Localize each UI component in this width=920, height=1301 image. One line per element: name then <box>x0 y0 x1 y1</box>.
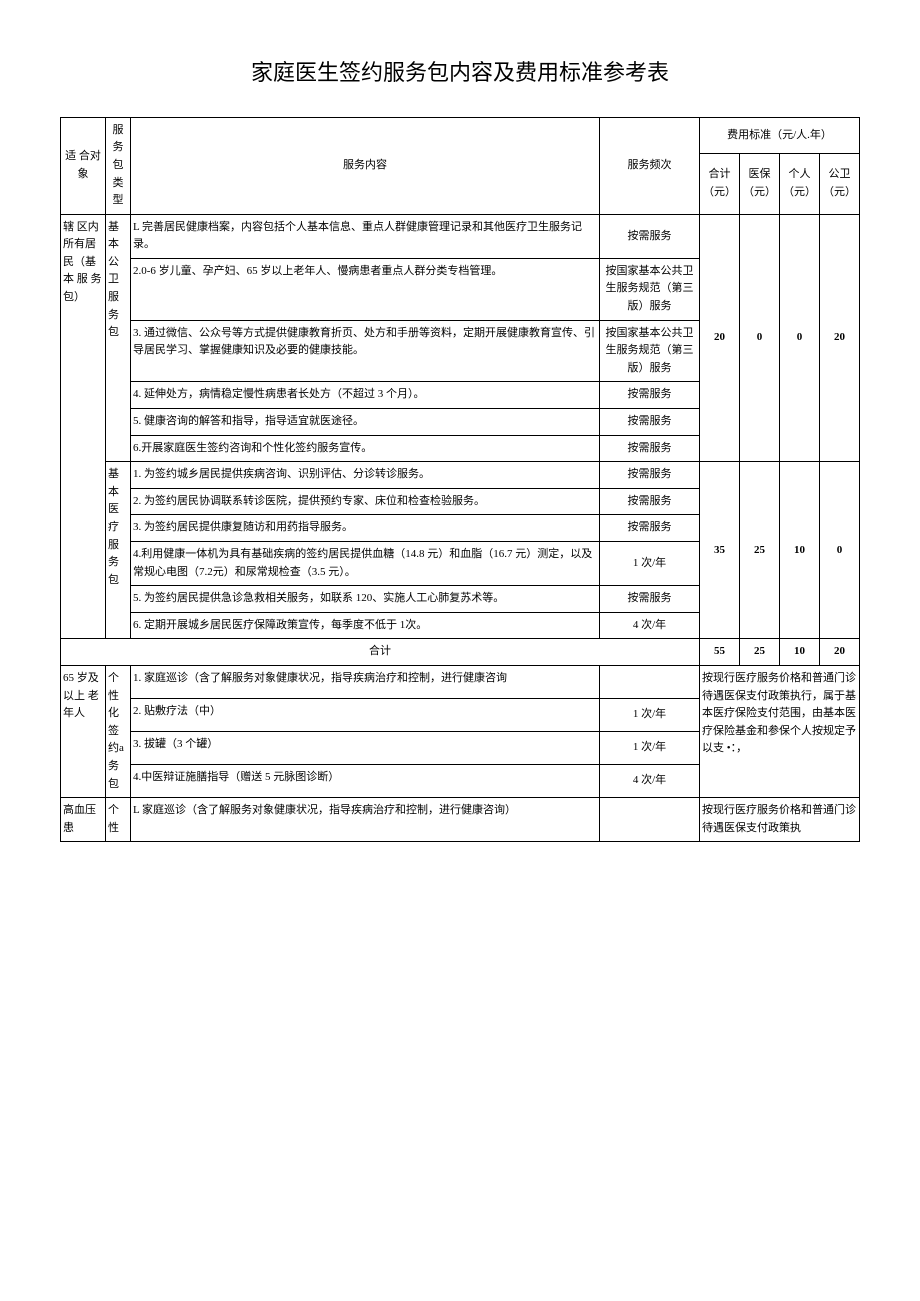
content-cell: 6.开展家庭医生签约咨询和个性化签约服务宣传。 <box>131 435 600 462</box>
pkg-cell: 个性 <box>106 798 131 842</box>
freq-cell: 按国家基本公共卫生服务规范（第三版）服务 <box>600 320 700 382</box>
fee-note-cell: 按现行医疗服务价格和普通门诊待遇医保支付政策执 <box>700 798 860 842</box>
subtotal-label: 合计 <box>61 639 700 666</box>
content-cell: 2. 为签约居民协调联系转诊医院，提供预约专家、床位和检查检验服务。 <box>131 488 600 515</box>
content-cell: 3. 拔罐（3 个罐） <box>131 732 600 765</box>
freq-cell: 1 次/年 <box>600 732 700 765</box>
pkg-cell: 基本医疗服务包 <box>106 462 131 639</box>
content-cell: L 家庭巡诊（含了解服务对象健康状况，指导疾病治疗和控制，进行健康咨询） <box>131 798 600 842</box>
target-cell: 辖 区内 所有居 民（基本 服 务包） <box>61 214 106 639</box>
fee-insurance-cell: 0 <box>740 214 780 462</box>
freq-cell: 4 次/年 <box>600 765 700 798</box>
main-table: 适 合对象 服务包类型 服务内容 服务频次 费用标准（元/人.年） 合计（元） … <box>60 117 860 843</box>
content-cell: 4.利用健康一体机为具有基础疾病的签约居民提供血糖（14.8 元）和血脂（16.… <box>131 542 600 586</box>
table-row: 基本医疗服务包 1. 为签约城乡居民提供疾病咨询、识别评估、分诊转诊服务。 按需… <box>61 462 860 489</box>
content-cell: 5. 健康咨询的解答和指导，指导适宜就医途径。 <box>131 409 600 436</box>
content-cell: 5. 为签约居民提供急诊急救相关服务，如联系 120、实施人工心肺复苏术等。 <box>131 586 600 613</box>
freq-cell: 按需服务 <box>600 462 700 489</box>
target-cell: 65 岁及 以上 老年人 <box>61 665 106 797</box>
content-cell: 6. 定期开展城乡居民医疗保障政策宣传，每季度不低于 1次。 <box>131 612 600 639</box>
fee-personal-cell: 10 <box>780 462 820 639</box>
freq-cell <box>600 798 700 842</box>
pkg-cell: 个性化签约a务包 <box>106 665 131 797</box>
content-cell: 3. 通过微信、公众号等方式提供健康教育折页、处方和手册等资料，定期开展健康教育… <box>131 320 600 382</box>
header-fee-insurance: 医保（元） <box>740 154 780 215</box>
header-fee-group: 费用标准（元/人.年） <box>700 117 860 153</box>
freq-cell: 按需服务 <box>600 586 700 613</box>
subtotal-personal: 10 <box>780 639 820 666</box>
subtotal-public: 20 <box>820 639 860 666</box>
header-freq: 服务频次 <box>600 117 700 214</box>
subtotal-insurance: 25 <box>740 639 780 666</box>
pkg-cell: 基本公卫服务包 <box>106 214 131 462</box>
header-fee-public: 公卫（元） <box>820 154 860 215</box>
header-target: 适 合对象 <box>61 117 106 214</box>
fee-total-cell: 20 <box>700 214 740 462</box>
content-cell: 4.中医辩证施膳指导（赠送 5 元脉图诊断） <box>131 765 600 798</box>
header-row: 适 合对象 服务包类型 服务内容 服务频次 费用标准（元/人.年） <box>61 117 860 153</box>
freq-cell: 按需服务 <box>600 214 700 258</box>
content-cell: 4. 延伸处方，病情稳定慢性病患者长处方（不超过 3 个月）。 <box>131 382 600 409</box>
fee-personal-cell: 0 <box>780 214 820 462</box>
page-title: 家庭医生签约服务包内容及费用标准参考表 <box>60 55 860 87</box>
content-cell: 3. 为签约居民提供康复随访和用药指导服务。 <box>131 515 600 542</box>
freq-cell: 按国家基本公共卫生服务规范（第三版）服务 <box>600 258 700 320</box>
freq-cell: 按需服务 <box>600 435 700 462</box>
freq-cell: 1 次/年 <box>600 542 700 586</box>
table-row: 高血压患 个性 L 家庭巡诊（含了解服务对象健康状况，指导疾病治疗和控制，进行健… <box>61 798 860 842</box>
content-cell: 1. 为签约城乡居民提供疾病咨询、识别评估、分诊转诊服务。 <box>131 462 600 489</box>
freq-cell: 按需服务 <box>600 488 700 515</box>
freq-cell: 1 次/年 <box>600 699 700 732</box>
header-content: 服务内容 <box>131 117 600 214</box>
content-cell: 1. 家庭巡诊（含了解服务对象健康状况，指导疾病治疗和控制，进行健康咨询 <box>131 665 600 698</box>
freq-cell: 按需服务 <box>600 382 700 409</box>
freq-cell: 按需服务 <box>600 515 700 542</box>
fee-note-cell: 按现行医疗服务价格和普通门诊待遇医保支付政策执行，属于基本医疗保险支付范围，由基… <box>700 665 860 797</box>
fee-public-cell: 0 <box>820 462 860 639</box>
fee-insurance-cell: 25 <box>740 462 780 639</box>
freq-cell: 4 次/年 <box>600 612 700 639</box>
content-cell: 2.0-6 岁儿童、孕产妇、65 岁以上老年人、慢病患者重点人群分类专档管理。 <box>131 258 600 320</box>
content-cell: 2. 贴敷疗法（中） <box>131 699 600 732</box>
header-pkg: 服务包类型 <box>106 117 131 214</box>
table-row: 65 岁及 以上 老年人 个性化签约a务包 1. 家庭巡诊（含了解服务对象健康状… <box>61 665 860 698</box>
header-fee-total: 合计（元） <box>700 154 740 215</box>
fee-total-cell: 35 <box>700 462 740 639</box>
target-cell: 高血压患 <box>61 798 106 842</box>
header-fee-personal: 个人（元） <box>780 154 820 215</box>
fee-public-cell: 20 <box>820 214 860 462</box>
subtotal-total: 55 <box>700 639 740 666</box>
content-cell: L 完善居民健康档案，内容包括个人基本信息、重点人群健康管理记录和其他医疗卫生服… <box>131 214 600 258</box>
subtotal-row: 合计 55 25 10 20 <box>61 639 860 666</box>
freq-cell: 按需服务 <box>600 409 700 436</box>
freq-cell <box>600 665 700 698</box>
table-row: 辖 区内 所有居 民（基本 服 务包） 基本公卫服务包 L 完善居民健康档案，内… <box>61 214 860 258</box>
